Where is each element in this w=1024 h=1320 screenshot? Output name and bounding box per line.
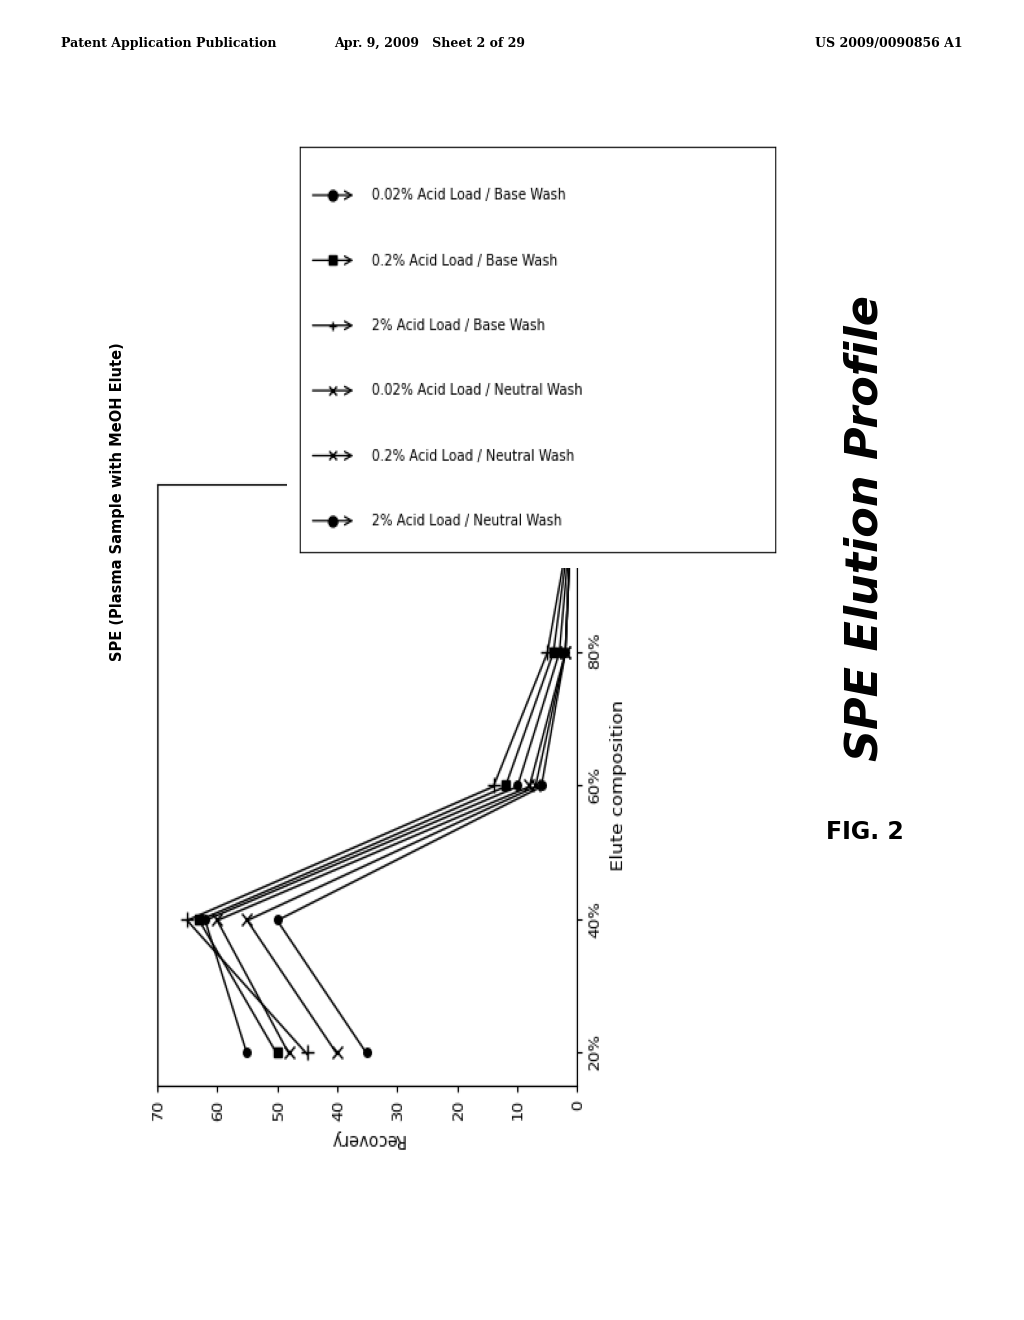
Text: US 2009/0090856 A1: US 2009/0090856 A1 [815,37,963,50]
FancyBboxPatch shape [17,45,843,1275]
Text: Patent Application Publication: Patent Application Publication [61,37,276,50]
Text: SPE Elution Profile: SPE Elution Profile [844,296,887,760]
Text: FIG. 2: FIG. 2 [826,820,904,843]
Text: SPE (Plasma Sample with MeOH Elute): SPE (Plasma Sample with MeOH Elute) [111,342,125,661]
Text: Apr. 9, 2009   Sheet 2 of 29: Apr. 9, 2009 Sheet 2 of 29 [335,37,525,50]
